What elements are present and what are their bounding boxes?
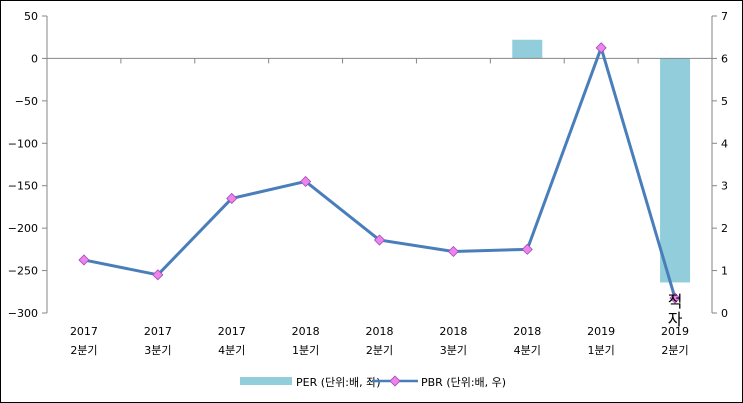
- legend-pbr-label: PBR (단위:배, 우): [421, 376, 506, 389]
- pbr-point: [226, 192, 238, 205]
- right-tick-label: 2: [721, 222, 728, 235]
- x-label-year: 2017: [218, 325, 246, 338]
- annotation-text: 자: [668, 310, 683, 329]
- x-label-quarter: 3분기: [144, 344, 171, 357]
- left-tick-label: −50: [15, 95, 38, 108]
- right-tick-label: 3: [721, 180, 728, 193]
- x-label-year: 2018: [513, 325, 541, 338]
- x-label-year: 2017: [70, 325, 98, 338]
- x-label-quarter: 4분기: [514, 344, 541, 357]
- left-tick-label: 50: [24, 10, 38, 23]
- left-tick-label: −150: [8, 180, 38, 193]
- annotation-text: 적: [668, 292, 683, 311]
- x-label-quarter: 2분기: [70, 344, 97, 357]
- pbr-point: [300, 175, 312, 188]
- pbr-point: [373, 234, 386, 246]
- pbr-line-series: [78, 42, 681, 304]
- x-label-quarter: 3분기: [440, 344, 467, 357]
- right-tick-label: 4: [721, 137, 728, 150]
- x-label-quarter: 1분기: [292, 344, 319, 357]
- right-tick-label: 7: [721, 10, 728, 23]
- x-label-quarter: 2분기: [366, 344, 393, 357]
- x-label-year: 2018: [439, 325, 467, 338]
- right-tick-label: 6: [721, 52, 728, 65]
- pbr-point: [521, 243, 533, 255]
- x-label-year: 2019: [661, 325, 689, 338]
- legend-pbr-marker: [389, 375, 401, 387]
- x-label-year: 2019: [587, 325, 615, 338]
- per-bar: [512, 39, 543, 59]
- right-tick-label: 1: [721, 265, 728, 278]
- legend-per-swatch: [240, 377, 292, 385]
- left-tick-label: 0: [31, 52, 38, 65]
- x-label-quarter: 2분기: [661, 344, 688, 357]
- x-label-year: 2018: [292, 325, 320, 338]
- left-tick-label: −300: [8, 307, 38, 320]
- axes: [46, 16, 713, 313]
- legend: PER (단위:배, 좌) PBR (단위:배, 우): [240, 375, 506, 389]
- annotations: 적자: [668, 292, 683, 329]
- left-tick-label: −250: [8, 265, 38, 278]
- axis-ticks: 50 0 −50 −100 −150 −200 −250 −300 7 6 5 4 3 2 1 0: [8, 10, 728, 320]
- pbr-point: [669, 292, 681, 304]
- left-tick-label: −100: [8, 137, 38, 150]
- pbr-point: [78, 254, 90, 266]
- pbr-point: [447, 245, 459, 258]
- right-tick-label: 0: [721, 307, 728, 320]
- x-label-quarter: 4분기: [218, 344, 245, 357]
- x-label-quarter: 1분기: [588, 344, 615, 357]
- legend-per-label: PER (단위:배, 좌): [296, 376, 381, 389]
- left-tick-label: −200: [8, 222, 38, 235]
- pbr-point: [152, 269, 164, 281]
- right-tick-label: 5: [721, 95, 728, 108]
- pbr-line: [83, 46, 677, 299]
- x-axis-labels: 2017 2분기 2017 3분기 2017 4분기 2018 1분기 2018 2분기 2018 3…: [70, 325, 689, 357]
- x-label-year: 2018: [366, 325, 394, 338]
- x-label-year: 2017: [144, 325, 172, 338]
- pbr-point: [595, 42, 607, 54]
- per-bar: [660, 58, 691, 283]
- per-bars: [512, 39, 691, 283]
